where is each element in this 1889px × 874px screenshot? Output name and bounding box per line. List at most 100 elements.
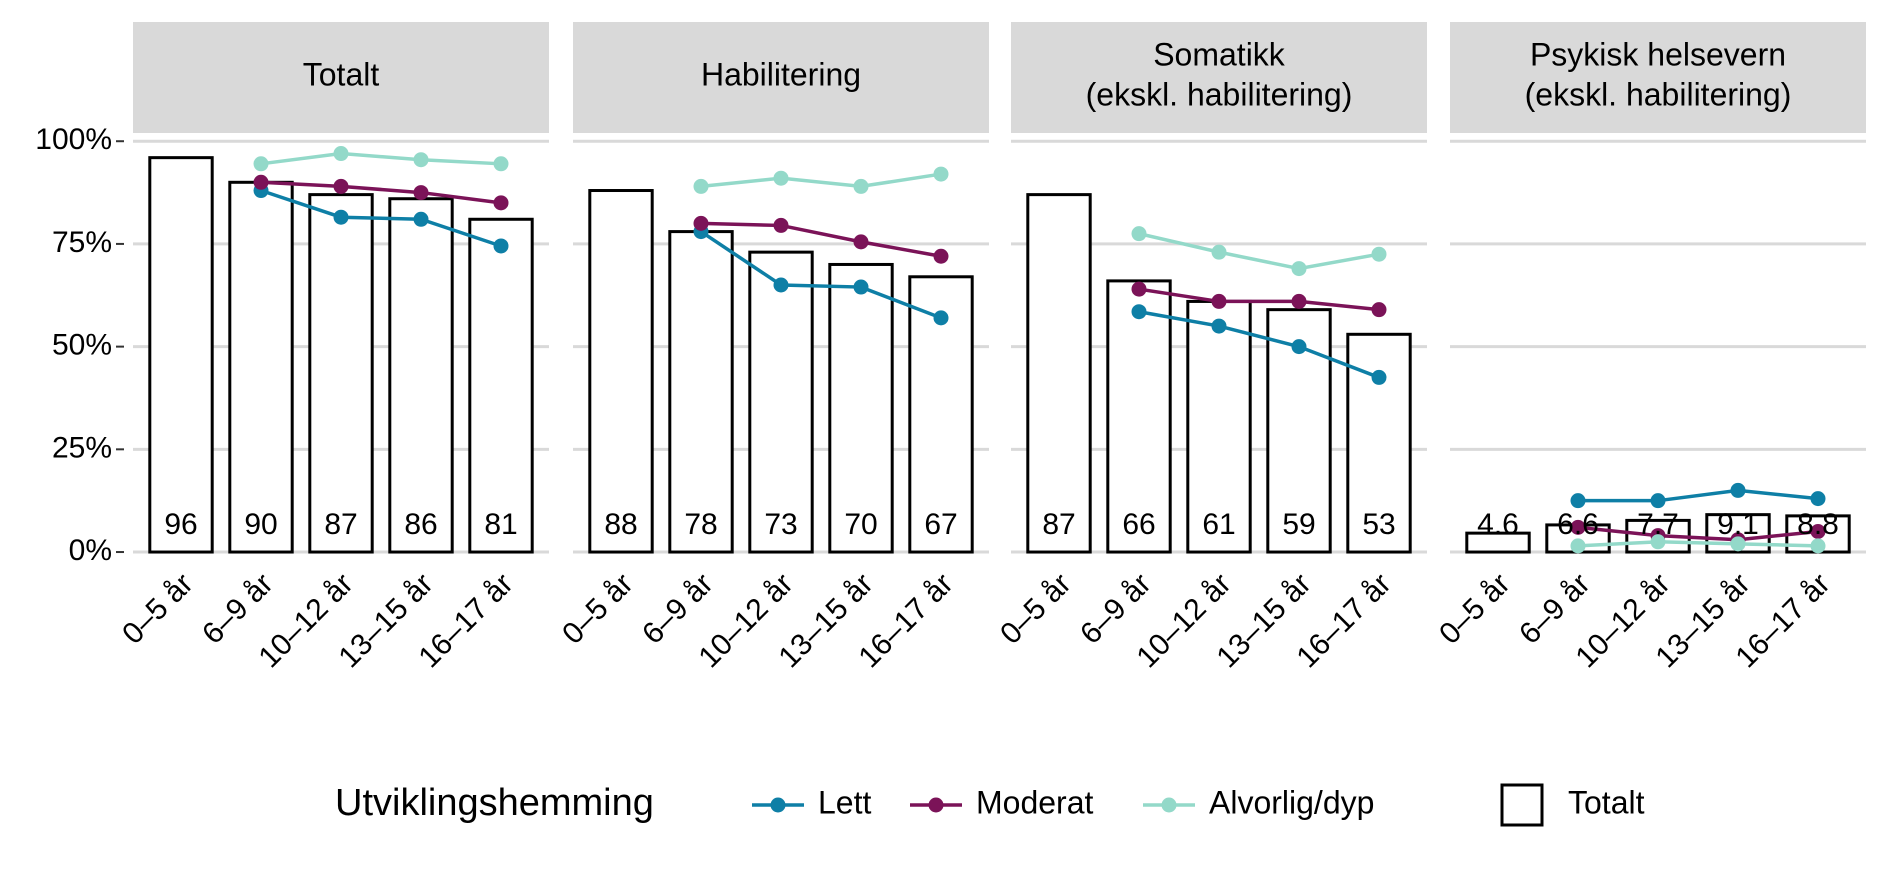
point	[413, 185, 429, 201]
facet-title: Totalt	[303, 56, 380, 92]
point	[413, 152, 429, 168]
bar-label: 90	[244, 508, 277, 541]
facet-title: (ekskl. habilitering)	[1525, 76, 1792, 112]
bar	[828, 262, 894, 554]
bar-label: 70	[844, 508, 877, 541]
line	[700, 221, 942, 258]
point	[773, 170, 789, 186]
point	[1810, 523, 1826, 539]
bar-label: 61	[1202, 508, 1235, 541]
bar-label: 86	[404, 508, 437, 541]
point	[693, 178, 709, 194]
point	[253, 174, 269, 190]
point	[1810, 538, 1826, 554]
bar-label: 4.6	[1477, 508, 1519, 541]
point	[333, 178, 349, 194]
bar-label: 81	[484, 508, 517, 541]
bar	[468, 217, 534, 554]
legend-title: Utviklingshemming	[335, 782, 654, 824]
point	[1810, 491, 1826, 507]
bar-label: 59	[1282, 508, 1315, 541]
point	[933, 310, 949, 326]
line	[1577, 525, 1819, 542]
point	[1211, 318, 1227, 334]
point	[1650, 534, 1666, 550]
y-tick-label: 50%	[52, 329, 112, 362]
legend-point	[928, 797, 944, 813]
x-tick-label: 0–5 år	[116, 567, 199, 650]
y-tick-label: 0%	[69, 534, 112, 567]
point	[1131, 304, 1147, 320]
strip	[133, 22, 549, 133]
bar-label: 88	[604, 508, 637, 541]
y-tick-label: 75%	[52, 226, 112, 259]
legend-box	[1500, 783, 1544, 827]
x-tick-label: 0–5 år	[556, 567, 639, 650]
legend-label: Totalt	[1568, 784, 1645, 820]
point	[493, 238, 509, 254]
bar-label: 78	[684, 508, 717, 541]
bar-label: 6.6	[1557, 508, 1599, 541]
bar-label: 7.7	[1637, 508, 1679, 541]
facet-title: (ekskl. habilitering)	[1086, 76, 1353, 112]
point	[333, 209, 349, 225]
bar	[1026, 193, 1092, 554]
bar-label: 87	[324, 508, 357, 541]
bar	[148, 156, 214, 554]
point	[773, 277, 789, 293]
line	[1138, 287, 1380, 312]
point	[1211, 293, 1227, 309]
point	[693, 215, 709, 231]
bar-label: 67	[924, 508, 957, 541]
legend-label: Moderat	[976, 784, 1094, 820]
bar-label: 66	[1122, 508, 1155, 541]
line	[1577, 540, 1819, 548]
legend-point	[1161, 797, 1177, 813]
x-tick-label: 0–5 år	[1433, 567, 1516, 650]
point	[853, 279, 869, 295]
point	[1371, 302, 1387, 318]
point	[493, 195, 509, 211]
y-tick-label: 100%	[35, 123, 112, 156]
point	[1730, 482, 1746, 498]
point	[1131, 226, 1147, 242]
line	[1138, 231, 1380, 271]
bar-label: 53	[1362, 508, 1395, 541]
line	[260, 188, 502, 248]
point	[853, 234, 869, 250]
point	[1211, 244, 1227, 260]
point	[1570, 519, 1586, 535]
bar	[588, 189, 654, 554]
bar	[668, 230, 734, 554]
point	[1371, 246, 1387, 262]
bar-label: 9.1	[1717, 508, 1759, 541]
bar	[748, 250, 814, 554]
point	[1291, 339, 1307, 355]
point	[1730, 536, 1746, 552]
point	[933, 166, 949, 182]
bar-label: 87	[1042, 508, 1075, 541]
strip	[1011, 22, 1427, 133]
point	[773, 217, 789, 233]
bar-label: 73	[764, 508, 797, 541]
point	[253, 156, 269, 172]
y-tick-label: 25%	[52, 431, 112, 464]
point	[1650, 493, 1666, 509]
bar	[308, 193, 374, 554]
point	[853, 178, 869, 194]
strip	[573, 22, 989, 133]
line	[260, 151, 502, 166]
bar	[1106, 279, 1172, 554]
bar	[228, 180, 294, 554]
legend-label: Alvorlig/dyp	[1209, 784, 1374, 820]
point	[1131, 281, 1147, 297]
line	[1138, 309, 1380, 380]
legend-label: Lett	[818, 784, 871, 820]
point	[1570, 493, 1586, 509]
line	[700, 230, 942, 320]
line	[700, 172, 942, 189]
facet-title: Somatikk	[1153, 36, 1286, 72]
point	[1291, 293, 1307, 309]
x-tick-label: 0–5 år	[994, 567, 1077, 650]
